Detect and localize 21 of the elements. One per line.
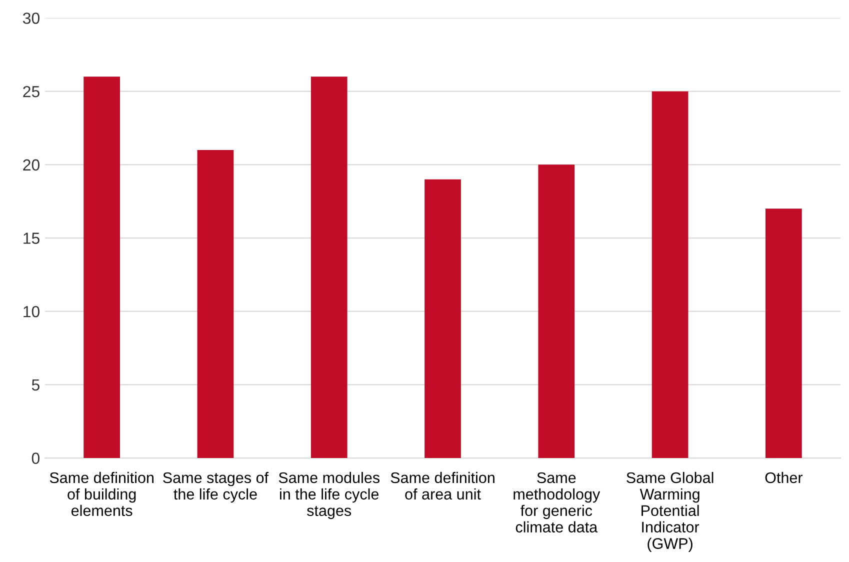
bar xyxy=(652,91,688,458)
y-tick-label: 10 xyxy=(24,306,40,318)
bar xyxy=(197,150,234,458)
x-tick-label: Same modules in the life cycle stages xyxy=(278,472,380,520)
y-tick-label: 20 xyxy=(23,159,40,171)
bar xyxy=(310,76,348,458)
x-tick-label: Same Global Warming Potential Indicator (GWP) xyxy=(626,472,714,552)
y-tick-label: 0 xyxy=(32,452,40,464)
y-tick-label: 5 xyxy=(32,379,40,391)
x-tick-label: Same definition of building elements xyxy=(50,472,154,516)
x-tick-label: Same stages of the life cycle xyxy=(163,472,269,503)
y-tick-label: 30 xyxy=(22,12,40,24)
bar xyxy=(766,208,802,458)
x-tick-label: Same definition of area unit xyxy=(390,472,494,500)
y-tick-label: 25 xyxy=(23,86,40,98)
x-tick-label: Same methodology for generic climate data xyxy=(514,472,600,533)
x-tick-label: Other xyxy=(765,472,803,484)
y-tick-label: 15 xyxy=(24,232,40,244)
bar xyxy=(84,76,120,458)
bar xyxy=(538,164,575,458)
bar xyxy=(424,179,461,458)
